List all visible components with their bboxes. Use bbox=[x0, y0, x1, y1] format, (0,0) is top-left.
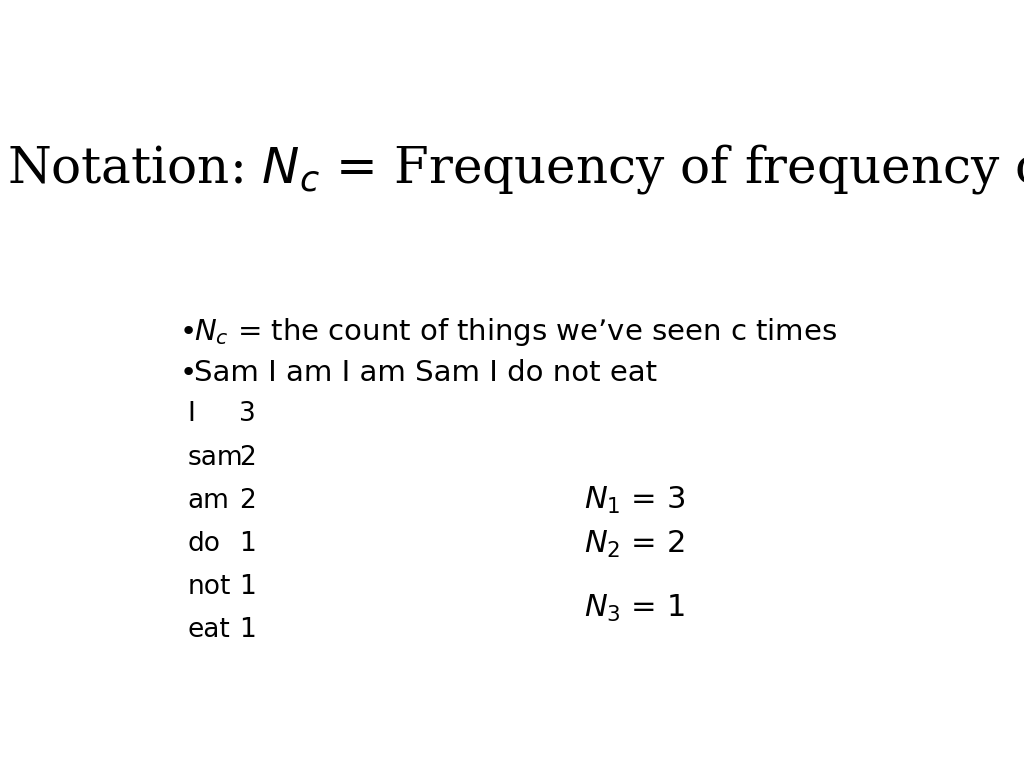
Text: $N_{3}$ = 1: $N_{3}$ = 1 bbox=[585, 593, 685, 624]
Text: Sam I am I am Sam I do not eat: Sam I am I am Sam I do not eat bbox=[194, 359, 657, 387]
Text: 1: 1 bbox=[240, 617, 256, 644]
Text: $N_{2}$ = 2: $N_{2}$ = 2 bbox=[585, 528, 685, 560]
Text: not: not bbox=[187, 574, 230, 600]
Text: do: do bbox=[187, 531, 220, 557]
Text: •: • bbox=[179, 318, 197, 346]
Text: 2: 2 bbox=[240, 488, 256, 514]
Text: 1: 1 bbox=[240, 531, 256, 557]
Text: 2: 2 bbox=[240, 445, 256, 471]
Text: $N_c$ = the count of things we’ve seen c times: $N_c$ = the count of things we’ve seen c… bbox=[194, 316, 837, 348]
Text: $N_{1}$ = 3: $N_{1}$ = 3 bbox=[585, 485, 685, 516]
Text: I: I bbox=[187, 402, 196, 428]
Text: eat: eat bbox=[187, 617, 230, 644]
Text: sam: sam bbox=[187, 445, 243, 471]
Text: 1: 1 bbox=[240, 574, 256, 600]
Text: •: • bbox=[179, 359, 197, 387]
Text: am: am bbox=[187, 488, 229, 514]
Text: 3: 3 bbox=[240, 402, 256, 428]
Text: Notation: $\mathit{N}_c$ = Frequency of frequency c: Notation: $\mathit{N}_c$ = Frequency of … bbox=[7, 142, 1024, 196]
